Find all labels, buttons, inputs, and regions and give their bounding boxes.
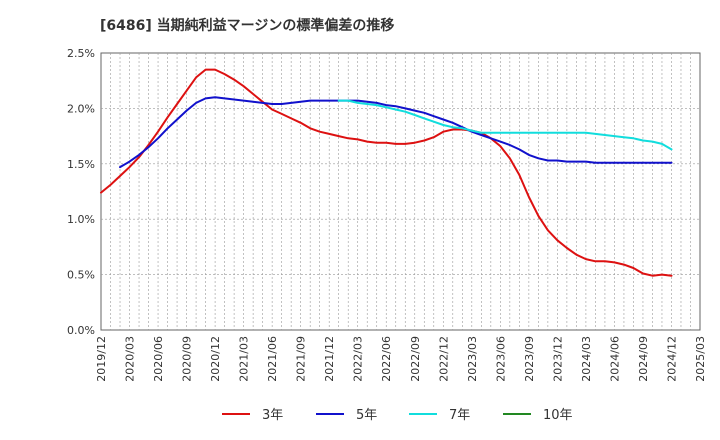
x-tick-label: 2023/06 [494, 336, 507, 382]
legend-label-7年: 7年 [449, 408, 470, 423]
x-tick-label: 2020/03 [124, 336, 137, 382]
x-tick-label: 2020/09 [181, 336, 194, 382]
y-tick-label: 1.5% [67, 158, 95, 171]
y-axis: 0.0% 0.5% 1.0% 1.5% 2.0% 2.5% [67, 47, 95, 337]
series-line-3年 [100, 68, 673, 277]
y-tick-label: 2.0% [67, 102, 95, 115]
x-axis: 2019/12 2020/03 2020/06 2020/09 2020/12 2021/… [95, 336, 707, 382]
y-tick-label: 1.0% [67, 213, 95, 226]
x-tick-label: 2021/12 [323, 336, 336, 382]
legend: 3年 5年 7年 10年 [222, 408, 573, 423]
series-line-7年 [337, 99, 673, 151]
chart-title: [6486] 当期純利益マージンの標準偏差の推移 [100, 17, 394, 34]
x-tick-label: 2021/06 [266, 336, 279, 382]
x-tick-label: 2024/06 [608, 336, 621, 382]
x-tick-label: 2024/12 [665, 336, 678, 382]
x-tick-label: 2024/09 [637, 336, 650, 382]
legend-label-10年: 10年 [543, 408, 573, 423]
x-tick-label: 2025/03 [694, 336, 707, 382]
x-tick-label: 2020/06 [152, 336, 165, 382]
series-layer [100, 68, 673, 277]
x-tick-label: 2024/03 [580, 336, 593, 382]
legend-label-5年: 5年 [356, 408, 377, 423]
x-tick-label: 2019/12 [95, 336, 108, 382]
y-tick-label: 2.5% [67, 47, 95, 60]
legend-label-3年: 3年 [262, 408, 283, 423]
plot-area [100, 52, 701, 331]
x-tick-label: 2022/03 [352, 336, 365, 382]
x-tick-label: 2022/12 [437, 336, 450, 382]
x-tick-label: 2021/09 [295, 336, 308, 382]
y-tick-label: 0.5% [67, 269, 95, 282]
x-tick-label: 2023/09 [523, 336, 536, 382]
series-line-5年 [119, 96, 673, 169]
x-tick-label: 2023/03 [466, 336, 479, 382]
y-tick-label: 0.0% [67, 324, 95, 337]
x-tick-label: 2020/12 [209, 336, 222, 382]
x-tick-label: 2021/03 [238, 336, 251, 382]
plot-frame [100, 52, 701, 331]
x-tick-label: 2022/09 [409, 336, 422, 382]
x-tick-label: 2023/12 [551, 336, 564, 382]
x-tick-label: 2022/06 [380, 336, 393, 382]
